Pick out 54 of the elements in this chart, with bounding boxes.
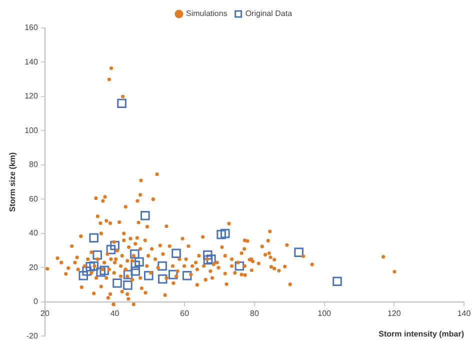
point (86, 262, 95, 272)
point (294, 248, 304, 257)
point (123, 270, 133, 280)
y-tick-label: 40 (29, 228, 38, 238)
x-tick-label: 20 (40, 308, 50, 318)
point (117, 98, 126, 108)
y-tick-label: 60 (29, 194, 38, 204)
point (100, 266, 109, 276)
point (234, 261, 244, 271)
point (203, 255, 213, 264)
point (134, 257, 144, 267)
point (203, 250, 212, 260)
point (182, 270, 192, 280)
point (82, 266, 92, 276)
point (130, 260, 140, 270)
point (89, 261, 98, 271)
point (168, 270, 178, 280)
point (216, 230, 226, 240)
point (78, 270, 88, 280)
y-axis-title: Storm size (km) (8, 152, 18, 212)
legend-label: Original Data (245, 9, 293, 18)
x-tick-label: 40 (110, 308, 120, 318)
x-axis-title: Storm intensity (mbar) (378, 330, 464, 339)
x-tick-label: 120 (387, 308, 402, 318)
y-tick-label: 0 (33, 297, 38, 306)
point (172, 248, 181, 258)
point (89, 233, 98, 243)
x-tick-label: 100 (318, 308, 332, 318)
point (123, 280, 132, 290)
y-tick-label: 100 (24, 126, 38, 135)
point (158, 261, 167, 271)
point (220, 228, 230, 238)
y-tick-label: 140 (24, 57, 38, 66)
y-tick-label: 120 (24, 92, 38, 101)
point (158, 274, 168, 284)
y-tick-label: 20 (29, 262, 38, 272)
point (106, 244, 116, 254)
x-tick-label: 60 (180, 308, 190, 318)
point (110, 240, 120, 250)
x-tick-label: 80 (250, 308, 260, 318)
y-tick-label: 160 (24, 23, 38, 32)
legend-label: Simulations (186, 9, 228, 18)
point (140, 211, 150, 220)
y-tick-label: -20 (26, 331, 38, 340)
x-tick-label: 140 (457, 308, 472, 318)
point (96, 268, 106, 277)
point (92, 250, 102, 260)
point (206, 254, 216, 264)
point (144, 270, 154, 280)
y-tick-label: 80 (29, 160, 38, 170)
point (130, 266, 140, 276)
point (112, 278, 122, 288)
point (332, 276, 342, 286)
point (130, 249, 140, 259)
